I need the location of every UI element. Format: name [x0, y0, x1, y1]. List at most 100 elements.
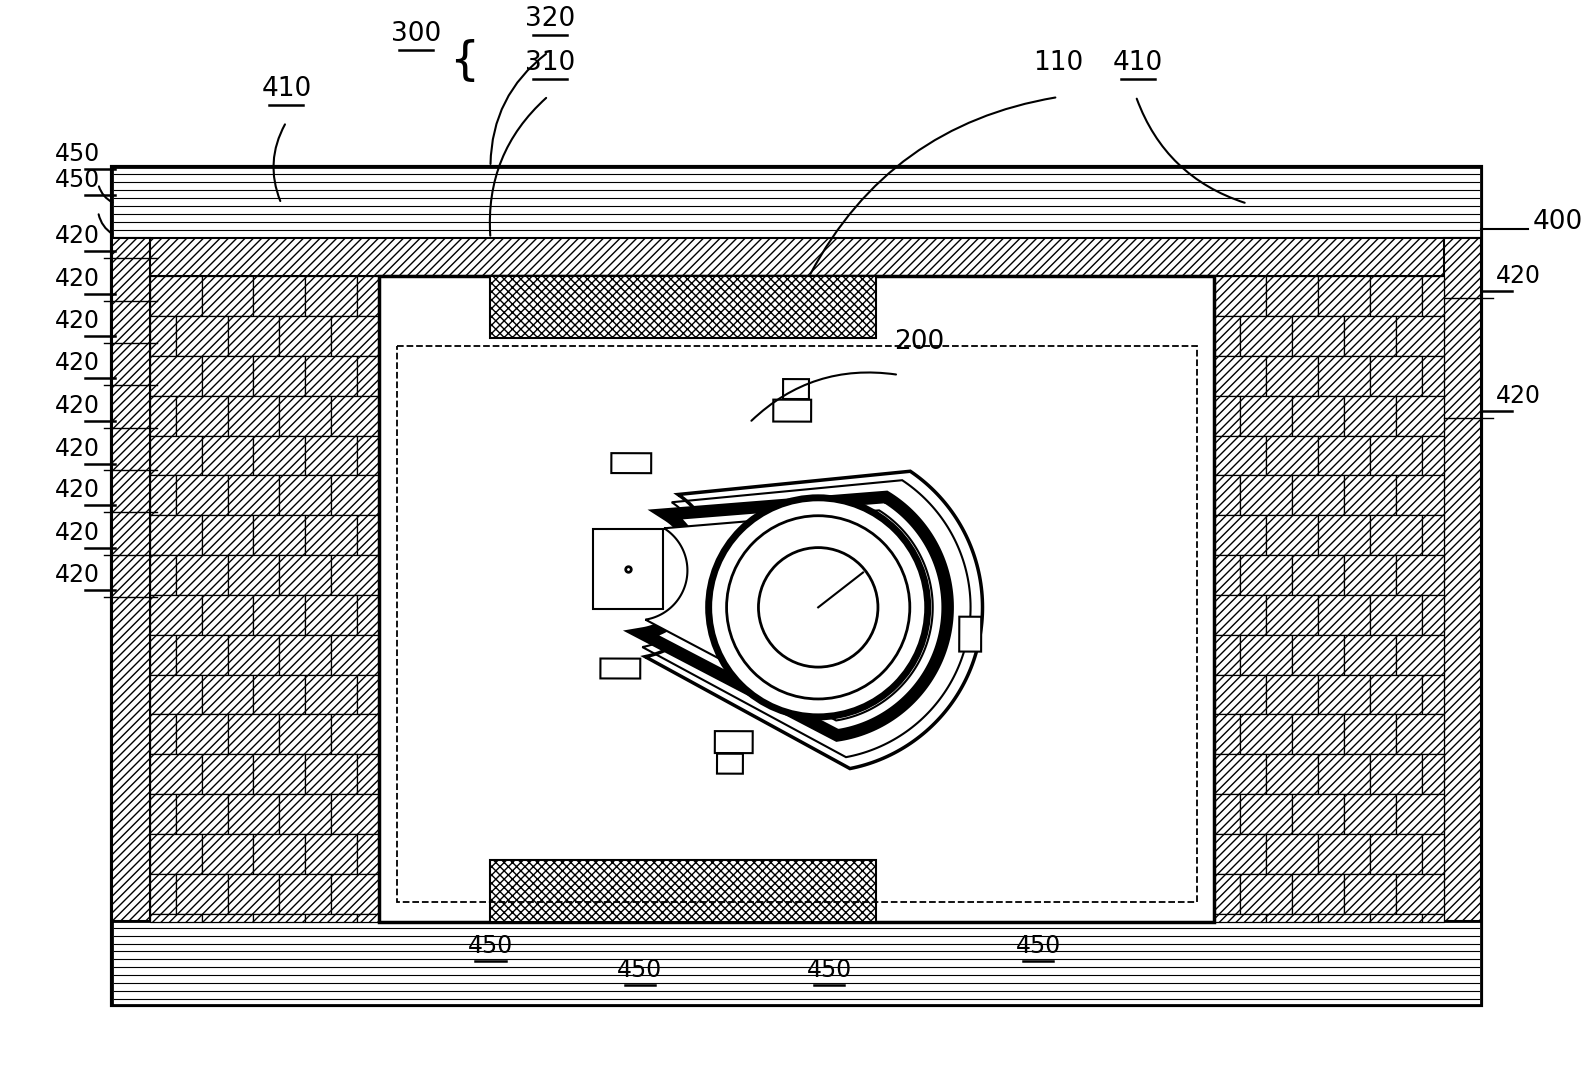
- Bar: [332, 794, 380, 834]
- Bar: [201, 834, 254, 874]
- Bar: [254, 595, 305, 635]
- Bar: [1214, 834, 1266, 874]
- Bar: [305, 516, 357, 555]
- Bar: [279, 874, 332, 914]
- Bar: [1214, 356, 1266, 396]
- Bar: [254, 675, 305, 715]
- Bar: [1292, 794, 1345, 834]
- Bar: [1370, 276, 1421, 316]
- Bar: [1421, 595, 1443, 635]
- Bar: [357, 914, 380, 921]
- Bar: [201, 276, 254, 316]
- Bar: [357, 435, 380, 475]
- Bar: [332, 635, 380, 675]
- Bar: [1266, 276, 1317, 316]
- Bar: [150, 276, 201, 316]
- Bar: [279, 316, 332, 356]
- Bar: [1317, 356, 1370, 396]
- Bar: [1214, 914, 1266, 921]
- Bar: [305, 276, 357, 316]
- Bar: [305, 914, 357, 921]
- Bar: [1396, 715, 1443, 754]
- Bar: [1292, 396, 1345, 435]
- Bar: [1443, 239, 1482, 920]
- Bar: [305, 754, 357, 794]
- Bar: [150, 555, 175, 595]
- Bar: [1370, 595, 1421, 635]
- Bar: [150, 516, 201, 555]
- Bar: [175, 874, 228, 914]
- Bar: [1370, 834, 1421, 874]
- Bar: [1370, 914, 1421, 921]
- Bar: [1214, 276, 1266, 316]
- Bar: [175, 874, 228, 914]
- Bar: [1292, 475, 1345, 516]
- Bar: [1317, 754, 1370, 794]
- Circle shape: [727, 516, 909, 699]
- Bar: [357, 595, 380, 635]
- Bar: [1241, 555, 1292, 595]
- Bar: [279, 316, 332, 356]
- Bar: [774, 399, 812, 422]
- Bar: [1421, 754, 1443, 794]
- Bar: [279, 794, 332, 834]
- Bar: [332, 715, 380, 754]
- Bar: [201, 276, 254, 316]
- Bar: [1241, 396, 1292, 435]
- Bar: [1266, 356, 1317, 396]
- Bar: [1266, 356, 1317, 396]
- Bar: [305, 595, 357, 635]
- Bar: [593, 529, 662, 609]
- Bar: [332, 794, 380, 834]
- Bar: [600, 658, 640, 678]
- Bar: [332, 396, 380, 435]
- Bar: [332, 555, 380, 595]
- Bar: [254, 435, 305, 475]
- Bar: [1266, 435, 1317, 475]
- Text: 200: 200: [893, 328, 944, 355]
- Text: 420: 420: [56, 309, 100, 333]
- Bar: [1396, 396, 1443, 435]
- Bar: [228, 715, 279, 754]
- Polygon shape: [644, 471, 983, 768]
- Bar: [1214, 475, 1241, 516]
- Bar: [1214, 396, 1241, 435]
- Bar: [1421, 834, 1443, 874]
- Bar: [150, 635, 175, 675]
- Bar: [254, 675, 305, 715]
- Bar: [305, 675, 357, 715]
- Bar: [1241, 794, 1292, 834]
- Bar: [1214, 754, 1266, 794]
- Bar: [1266, 754, 1317, 794]
- Bar: [1345, 555, 1396, 595]
- Bar: [150, 555, 175, 595]
- Bar: [279, 794, 332, 834]
- Bar: [150, 475, 175, 516]
- Bar: [305, 595, 357, 635]
- Bar: [1317, 516, 1370, 555]
- Bar: [1396, 555, 1443, 595]
- Bar: [150, 276, 201, 316]
- Bar: [1214, 794, 1241, 834]
- Bar: [1317, 435, 1370, 475]
- Bar: [279, 475, 332, 516]
- Bar: [228, 396, 279, 435]
- Bar: [228, 794, 279, 834]
- Bar: [112, 239, 150, 920]
- Bar: [1241, 635, 1292, 675]
- Bar: [150, 595, 201, 635]
- Bar: [1421, 356, 1443, 396]
- Bar: [357, 276, 380, 316]
- Text: 420: 420: [1496, 264, 1541, 288]
- Bar: [1214, 715, 1241, 754]
- Bar: [279, 555, 332, 595]
- Bar: [305, 276, 357, 316]
- Bar: [254, 834, 305, 874]
- Bar: [959, 616, 981, 652]
- Bar: [1214, 834, 1266, 874]
- Text: 420: 420: [56, 225, 100, 248]
- Bar: [228, 475, 279, 516]
- Bar: [1370, 675, 1421, 715]
- Bar: [228, 555, 279, 595]
- Bar: [150, 715, 175, 754]
